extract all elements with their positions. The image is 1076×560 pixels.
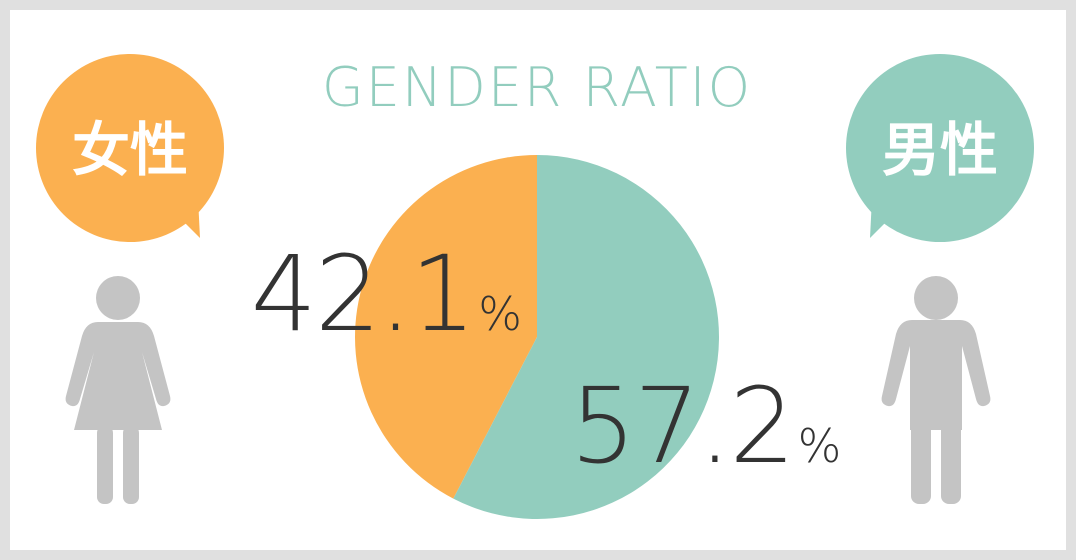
legend-label: 女性 <box>72 116 188 184</box>
chart-title: GENDER RATIO <box>322 56 752 119</box>
female-icon <box>65 276 171 504</box>
speech-bubble-tail <box>180 198 200 238</box>
pie-slice <box>355 155 537 499</box>
male-icon <box>881 276 991 504</box>
value-label: 42.1% <box>251 233 520 355</box>
speech-bubble <box>846 54 1034 242</box>
pie-slice <box>453 155 719 519</box>
speech-bubble <box>36 54 224 242</box>
legend-label: 男性 <box>882 116 998 184</box>
speech-bubble-tail <box>870 198 890 238</box>
value-label: 57.2% <box>570 365 839 487</box>
pie <box>355 155 719 519</box>
